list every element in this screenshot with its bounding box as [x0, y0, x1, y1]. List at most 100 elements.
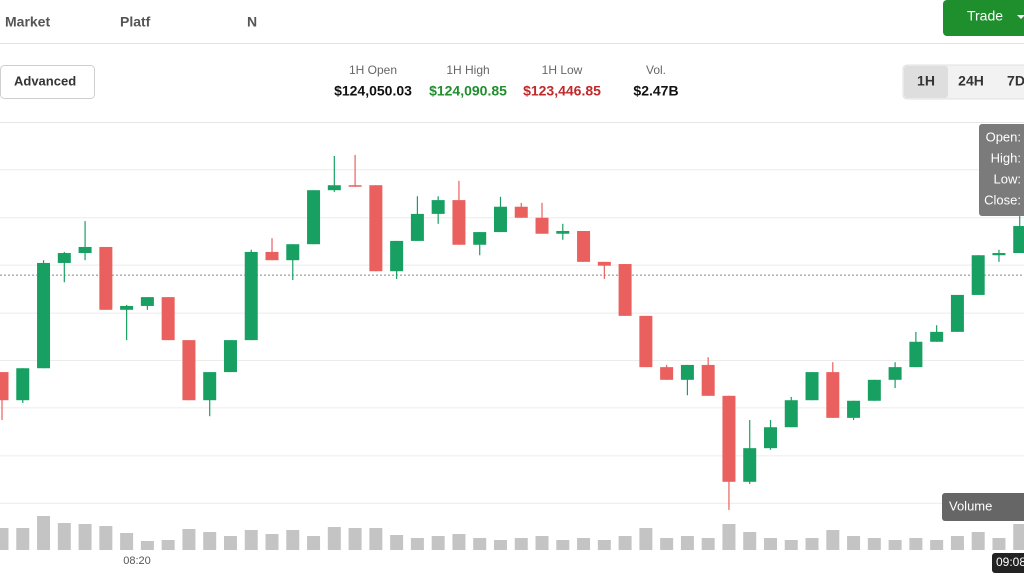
candle-body [597, 261, 611, 266]
time-badge: 09:08 [992, 553, 1024, 573]
candle-body [161, 297, 175, 341]
candle-body [78, 246, 92, 254]
timeframe-option[interactable]: 7D [1007, 73, 1024, 89]
candle-body [847, 400, 861, 418]
candle-body [722, 395, 736, 482]
trade-button-bg [943, 0, 1024, 36]
volume-bar [743, 532, 757, 550]
volume-bar [161, 540, 175, 550]
trade-button-label[interactable]: Trade [967, 8, 1003, 24]
candle-body [265, 251, 279, 261]
volume-tag-label: Volume [949, 498, 992, 513]
chart: 08:20 [0, 122, 1024, 567]
candle-body [701, 364, 715, 396]
volume-bar [784, 540, 798, 550]
candle-body [286, 244, 300, 261]
candle-body [950, 294, 964, 332]
volume-bar [140, 541, 154, 550]
nav-item[interactable]: Platf [120, 14, 151, 30]
advanced-button-label[interactable]: Advanced [14, 73, 76, 88]
tooltip-label: Close: [984, 192, 1021, 207]
volume-bar [244, 530, 258, 550]
volume-bar [763, 538, 777, 550]
volume-bar [618, 536, 632, 550]
tooltip: Open: High: Low: Close: [979, 124, 1024, 216]
nav-item[interactable]: Market [5, 14, 50, 30]
volume-bar [826, 530, 840, 550]
advanced-button[interactable]: Advanced [0, 65, 95, 99]
time-badge-label: 09:08 [996, 555, 1024, 569]
candle-body [203, 372, 217, 401]
stat-value: $2.47B [633, 83, 678, 99]
tooltip-label: Low: [994, 171, 1021, 186]
volume-bar [971, 532, 985, 550]
trade-button[interactable]: Trade [943, 0, 1024, 36]
candle-body [577, 230, 591, 262]
volume-bar [597, 540, 611, 550]
stat-label: 1H Low [542, 63, 583, 77]
candle-body [660, 367, 674, 380]
candle-body [514, 206, 528, 218]
candle-body [37, 262, 51, 369]
volume-bar [577, 538, 591, 550]
stat-label: 1H Open [349, 63, 397, 77]
volume-bar [909, 538, 923, 550]
stat-value: $123,446.85 [523, 83, 601, 99]
volume-bar [556, 540, 570, 550]
candle-body [867, 379, 881, 401]
volume-bar [992, 538, 1006, 550]
volume-tag: Volume [942, 493, 1024, 521]
timeframe-option[interactable]: 1H [917, 73, 935, 89]
candle-body [743, 448, 757, 482]
volume-bar [888, 540, 902, 550]
volume-bar [805, 538, 819, 550]
candle-body [618, 264, 632, 316]
candle-body [369, 185, 383, 272]
candle-body [992, 253, 1006, 256]
volume-bar [16, 528, 30, 550]
volume-bar [265, 534, 279, 550]
dropdown-caret [1017, 15, 1024, 19]
volume-bar [390, 535, 404, 550]
candle-body [535, 217, 549, 234]
volume-bar [452, 534, 466, 550]
volume-bar [327, 527, 341, 550]
candle-body [223, 340, 237, 373]
tooltip-label: High: [991, 150, 1021, 165]
volume-bar [473, 538, 487, 550]
volume-bar [639, 528, 653, 550]
volume-bar [307, 536, 321, 550]
nav-item[interactable]: N [247, 14, 257, 30]
tooltip-bg [979, 124, 1024, 216]
stat-label: 1H High [446, 63, 489, 77]
x-tick-label: 08:20 [123, 555, 151, 567]
volume-bar [369, 528, 383, 550]
candle-body [431, 200, 445, 214]
timeframe-group: 1H 24H 7D [902, 64, 1024, 100]
volume-bar [78, 524, 92, 550]
stat-value: $124,050.03 [334, 83, 412, 99]
candle-body [410, 213, 424, 241]
tooltip-label: Open: [986, 129, 1021, 144]
advanced-button-bg [0, 65, 95, 99]
volume-bar [99, 526, 113, 550]
candle-body [784, 400, 798, 428]
volume-bar [514, 538, 528, 550]
volume-bar [431, 536, 445, 550]
candle-body [763, 427, 777, 449]
volume-bar [286, 530, 300, 550]
candle-body [971, 255, 985, 295]
candle-body [888, 367, 902, 380]
stat-label: Vol. [646, 63, 666, 77]
volume-bar [37, 516, 51, 550]
candle-body [556, 230, 570, 234]
timeframe-option[interactable]: 24H [958, 73, 984, 89]
volume-bar [120, 533, 134, 550]
timeframe-selected [904, 66, 948, 98]
time-badge-bg [992, 553, 1024, 573]
volume-bar [722, 524, 736, 550]
candle-body [120, 305, 134, 310]
